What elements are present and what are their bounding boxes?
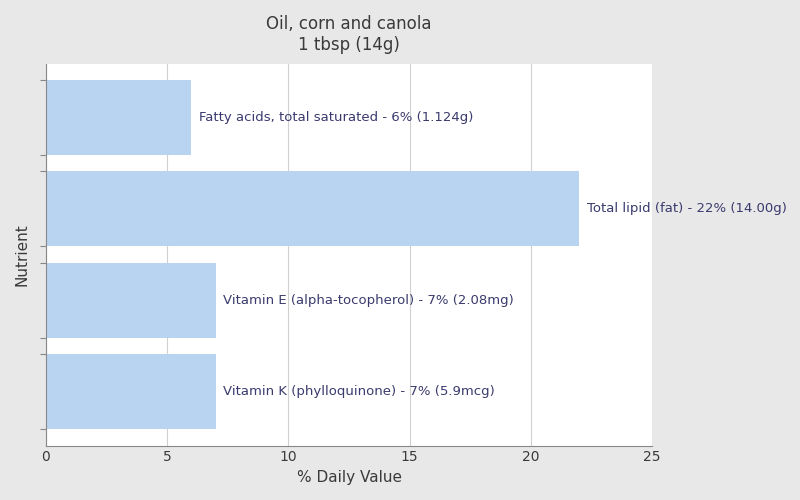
Text: Total lipid (fat) - 22% (14.00g): Total lipid (fat) - 22% (14.00g) bbox=[586, 202, 786, 215]
Text: Fatty acids, total saturated - 6% (1.124g): Fatty acids, total saturated - 6% (1.124… bbox=[198, 111, 473, 124]
X-axis label: % Daily Value: % Daily Value bbox=[297, 470, 402, 485]
Bar bbox=[46, 172, 579, 246]
Y-axis label: Nutrient: Nutrient bbox=[15, 224, 30, 286]
Bar bbox=[46, 263, 216, 338]
Title: Oil, corn and canola
1 tbsp (14g): Oil, corn and canola 1 tbsp (14g) bbox=[266, 15, 432, 54]
Text: Vitamin K (phylloquinone) - 7% (5.9mcg): Vitamin K (phylloquinone) - 7% (5.9mcg) bbox=[223, 385, 494, 398]
Bar bbox=[46, 354, 216, 429]
Bar bbox=[46, 80, 191, 155]
Text: Vitamin E (alpha-tocopherol) - 7% (2.08mg): Vitamin E (alpha-tocopherol) - 7% (2.08m… bbox=[223, 294, 514, 307]
